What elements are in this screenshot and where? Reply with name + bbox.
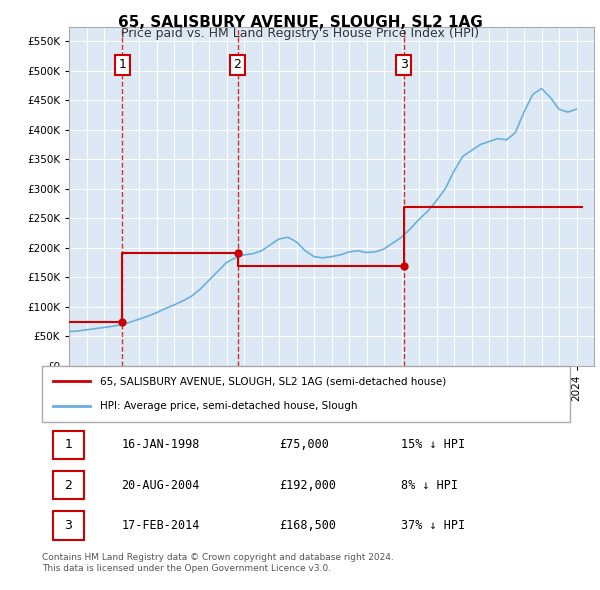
Text: 3: 3 <box>400 58 408 71</box>
FancyBboxPatch shape <box>53 512 84 540</box>
FancyBboxPatch shape <box>53 471 84 499</box>
Text: 2: 2 <box>64 478 73 492</box>
FancyBboxPatch shape <box>53 431 84 459</box>
Text: Contains HM Land Registry data © Crown copyright and database right 2024.
This d: Contains HM Land Registry data © Crown c… <box>42 553 394 573</box>
Text: 65, SALISBURY AVENUE, SLOUGH, SL2 1AG: 65, SALISBURY AVENUE, SLOUGH, SL2 1AG <box>118 15 482 30</box>
Text: 15% ↓ HPI: 15% ↓ HPI <box>401 438 465 451</box>
Point <box>399 262 409 271</box>
Text: 1: 1 <box>64 438 73 451</box>
Text: £168,500: £168,500 <box>280 519 337 532</box>
Text: £192,000: £192,000 <box>280 478 337 492</box>
Text: HPI: Average price, semi-detached house, Slough: HPI: Average price, semi-detached house,… <box>100 401 358 411</box>
Point <box>233 248 242 257</box>
Point <box>118 317 127 326</box>
Text: 2: 2 <box>233 58 241 71</box>
Text: 65, SALISBURY AVENUE, SLOUGH, SL2 1AG (semi-detached house): 65, SALISBURY AVENUE, SLOUGH, SL2 1AG (s… <box>100 376 446 386</box>
Text: 1: 1 <box>118 58 126 71</box>
Text: 17-FEB-2014: 17-FEB-2014 <box>121 519 200 532</box>
Text: 3: 3 <box>64 519 73 532</box>
Text: £75,000: £75,000 <box>280 438 329 451</box>
Text: 37% ↓ HPI: 37% ↓ HPI <box>401 519 465 532</box>
Text: 8% ↓ HPI: 8% ↓ HPI <box>401 478 458 492</box>
Text: 16-JAN-1998: 16-JAN-1998 <box>121 438 200 451</box>
Text: Price paid vs. HM Land Registry's House Price Index (HPI): Price paid vs. HM Land Registry's House … <box>121 27 479 40</box>
Text: 20-AUG-2004: 20-AUG-2004 <box>121 478 200 492</box>
FancyBboxPatch shape <box>42 366 570 422</box>
